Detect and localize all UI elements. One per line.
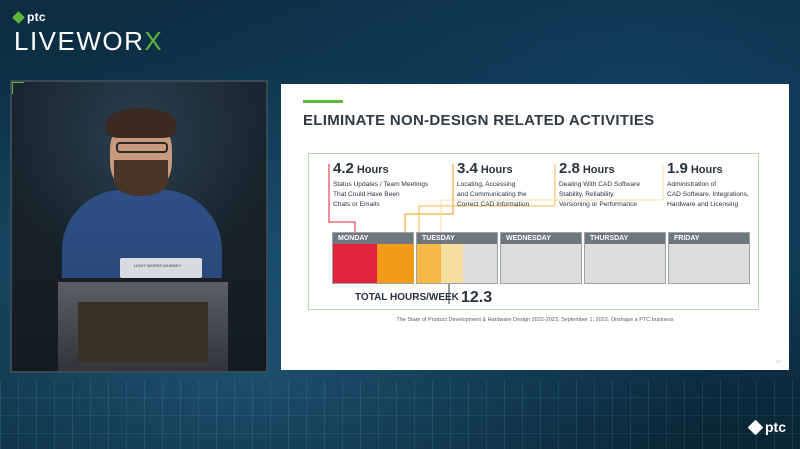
stat-administration-desc: Administration of CAD Software, Integrat… [667,180,777,210]
stat-cad-stability-number: 2.8 [559,160,580,177]
ptc-logo-icon [747,419,764,435]
stat-desc-line: and Communicating the [457,191,527,198]
stat-desc-line: Hardware and Licensing [667,201,739,208]
stat-locating: 3.4 Hours Locating, Accessing and Communi… [457,160,567,210]
day-label: FRIDAY [669,233,749,244]
stat-desc-line: Locating, Accessing [457,181,516,188]
event-title: LIVEWORX [14,26,163,57]
stat-cad-stability-desc: Dealing With CAD Software Stability, Rel… [559,180,669,210]
footer-ptc-logo: ptc [747,419,786,435]
stat-administration-value: 1.9 Hours [667,160,777,177]
stat-desc-line: Status Updates / Team Meetings [333,181,429,188]
event-title-prefix: LIVEWOR [14,26,145,56]
slide-number: 17 [776,359,781,364]
stat-desc-line: Dealing With CAD Software [559,181,640,188]
background-grid [0,380,800,449]
day-monday: MONDAY [332,232,414,284]
fill-cad-stability [417,244,441,283]
event-branding: ptc LIVEWORX [12,10,163,57]
slide-accent-bar [303,100,343,103]
total-hours-label: TOTAL HOURS/WEEK [355,292,459,303]
speaker-hair [106,108,176,138]
video-corner-accent [12,82,24,94]
stat-meetings-desc: Status Updates / Team Meetings That Coul… [333,180,443,210]
ptc-brand-text: ptc [27,10,46,24]
stat-desc-line: Chats or Emails [333,201,380,208]
fill-meetings [333,244,377,283]
stat-desc-line: Stability, Reliability, [559,191,615,198]
connector-1 [328,164,356,232]
fill-locating [377,244,414,283]
stat-desc-line: CAD Software, Integrations, [667,191,749,198]
day-label: WEDNESDAY [501,233,581,244]
footer-logo-text: ptc [765,419,786,435]
stat-desc-line: That Could Have Been [333,191,400,198]
stat-desc-line: Administration of [667,181,717,188]
stat-administration-number: 1.9 [667,160,688,177]
day-thursday: THURSDAY [584,232,666,284]
event-title-suffix: X [144,26,164,56]
day-label: MONDAY [333,233,413,244]
day-tuesday: TUESDAY [416,232,498,284]
stat-meetings-value: 4.2 Hours [333,160,443,177]
speaker-beard [114,160,168,196]
laptop [120,258,202,278]
total-hours-value: 12.3 [461,289,493,306]
fill-administration [441,244,463,283]
stat-locating-desc: Locating, Accessing and Communicating th… [457,180,567,210]
stat-cad-stability-unit: Hours [582,164,615,176]
chart-connectors [328,164,664,304]
stat-administration-unit: Hours [690,164,723,176]
laptop-sticker: LIGHT WORKS WHISKEY [134,263,182,268]
day-friday: FRIDAY [668,232,750,284]
stat-meetings-unit: Hours [356,164,389,176]
stat-cad-stability-value: 2.8 Hours [559,160,669,177]
stat-meetings-number: 4.2 [333,160,354,177]
connector-4 [440,164,664,232]
slide-title: ELIMINATE NON-DESIGN RELATED ACTIVITIES [303,112,655,129]
stat-desc-line: Versioning or Performance [559,201,638,208]
presentation-slide: ELIMINATE NON-DESIGN RELATED ACTIVITIES … [281,84,789,370]
day-label: THURSDAY [585,233,665,244]
stat-locating-value: 3.4 Hours [457,160,567,177]
day-label: TUESDAY [417,233,497,244]
stat-meetings: 4.2 Hours Status Updates / Team Meetings … [333,160,443,210]
hours-chart: 4.2 Hours Status Updates / Team Meetings … [308,153,759,310]
ptc-brand: ptc [12,10,163,24]
ptc-logo-icon [12,10,25,24]
speaker-video: LIGHT WORKS WHISKEY [10,80,268,373]
stat-administration: 1.9 Hours Administration of CAD Software,… [667,160,777,210]
stat-cad-stability: 2.8 Hours Dealing With CAD Software Stabi… [559,160,669,210]
connector-2 [404,164,454,232]
day-wednesday: WEDNESDAY [500,232,582,284]
slide-source-citation: The State of Product Development & Hardw… [396,317,674,323]
stat-desc-line: Correct CAD Information [457,201,530,208]
stat-locating-unit: Hours [480,164,513,176]
podium-panel [78,302,208,362]
stat-locating-number: 3.4 [457,160,478,177]
speaker-glasses [116,142,168,153]
connector-3 [418,164,556,232]
